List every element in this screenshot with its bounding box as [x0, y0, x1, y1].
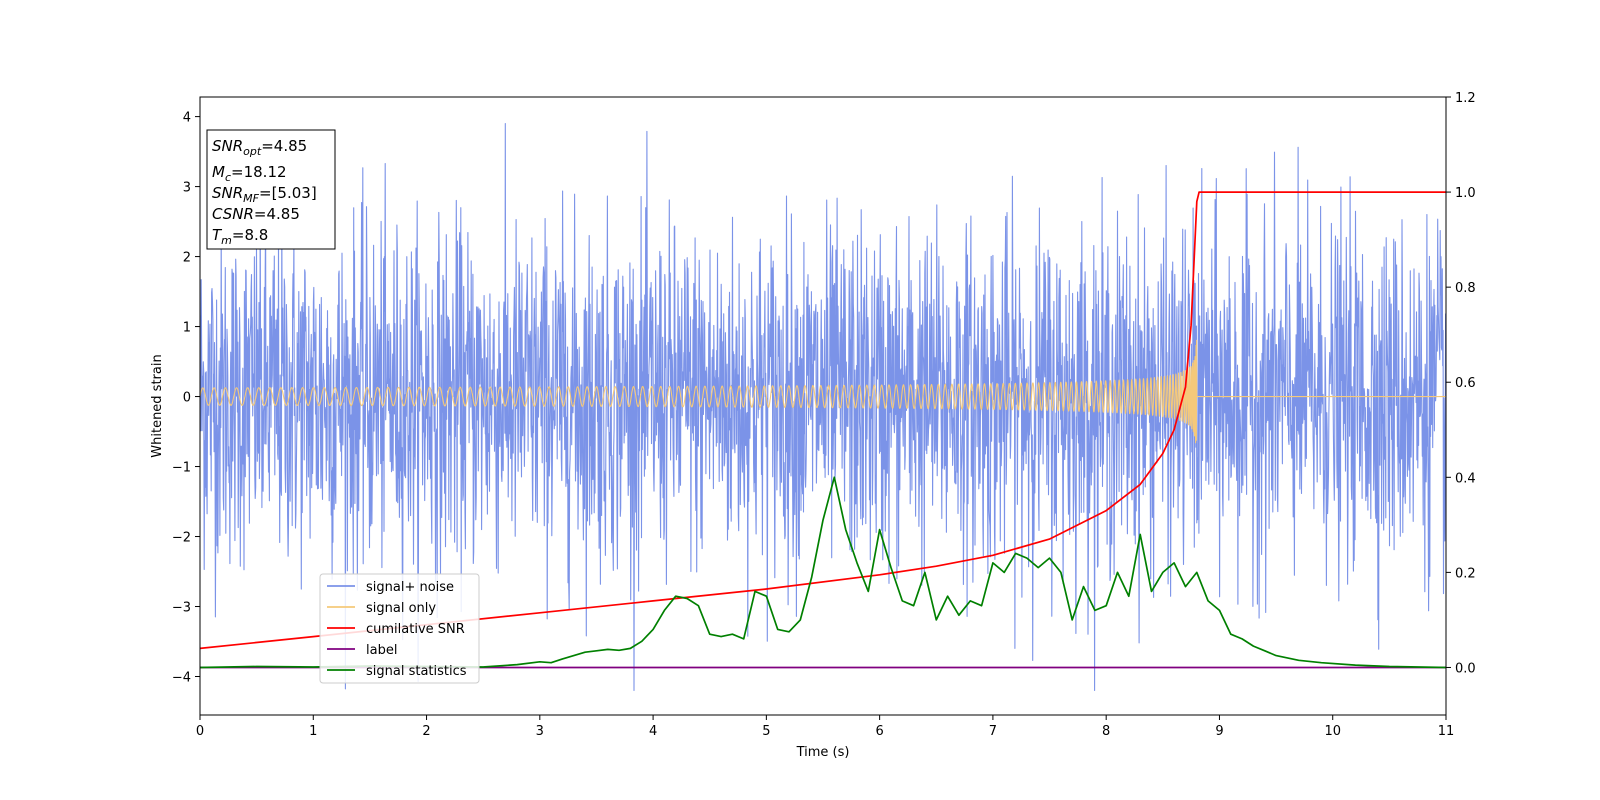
info-subscript: c — [225, 171, 231, 184]
y-right-tick-label: 0.2 — [1455, 566, 1476, 581]
y-right-tick-label: 0.8 — [1455, 281, 1476, 296]
series-cumilative-snr-line — [200, 191, 1446, 650]
x-tick-label: 7 — [989, 724, 997, 739]
legend-label-signal-noise: signal+ noise — [366, 580, 454, 595]
info-value: =4.85 — [254, 205, 300, 223]
y-axis-label: Whitened strain — [150, 354, 165, 457]
legend-frame — [319, 573, 480, 684]
legend-label-label: label — [366, 643, 397, 658]
x-tick-label: 11 — [1438, 724, 1455, 739]
y-left-tick-label: 0 — [183, 391, 191, 406]
x-tick-label: 9 — [1215, 724, 1223, 739]
y-left-tick-label: 4 — [183, 111, 191, 126]
legend-label-cumilative-snr: cumilative SNR — [366, 622, 465, 637]
y-right-tick-label: 0.0 — [1455, 661, 1476, 676]
x-axis-label: Time (s) — [796, 745, 850, 760]
x-tick-label: 8 — [1102, 724, 1110, 739]
y-right-tick-label: 0.4 — [1455, 471, 1476, 486]
info-subscript: MF — [243, 192, 259, 205]
legend: signal+ noise signal only cumilative SNR la… — [319, 573, 480, 684]
y-axis-left: 4 3 2 1 0 −1 −2 −3 −4 — [172, 111, 200, 686]
x-tick-label: 1 — [309, 724, 317, 739]
series-signal-statistics-line — [200, 476, 1446, 669]
y-right-tick-label: 1.0 — [1455, 186, 1476, 201]
y-left-tick-label: 2 — [183, 251, 191, 266]
info-box: SNRopt=4.85Mc=18.12SNRMF=[5.03]CSNR=4.85… — [206, 129, 336, 250]
y-left-tick-label: 3 — [183, 181, 191, 196]
info-variable: SNR — [212, 137, 243, 155]
info-value: =18.12 — [231, 163, 287, 181]
info-line: Mc=18.12 — [212, 163, 287, 184]
x-tick-label: 3 — [536, 724, 544, 739]
y-left-tick-label: 1 — [183, 321, 191, 336]
y-left-tick-label: −4 — [172, 671, 191, 686]
legend-label-signal-only: signal only — [366, 601, 436, 616]
x-tick-label: 4 — [649, 724, 657, 739]
y-right-tick-label: 1.2 — [1455, 91, 1476, 106]
info-variable: M — [212, 163, 225, 181]
x-tick-label: 10 — [1324, 724, 1341, 739]
info-value: =8.8 — [232, 226, 268, 244]
info-value: =4.85 — [261, 137, 307, 155]
info-subscript: opt — [243, 145, 262, 158]
info-value: =[5.03] — [259, 184, 317, 202]
x-tick-label: 5 — [762, 724, 770, 739]
x-tick-label: 0 — [196, 724, 204, 739]
x-tick-label: 6 — [875, 724, 883, 739]
x-axis: 0 1 2 3 4 5 6 7 8 9 10 11 — [196, 715, 1454, 739]
info-line: Tm=8.8 — [212, 226, 268, 247]
legend-label-signal-statistics: signal statistics — [366, 664, 467, 679]
x-tick-label: 2 — [422, 724, 430, 739]
info-line: CSNR=4.85 — [212, 205, 300, 223]
y-axis-right: 1.2 1.0 0.8 0.6 0.4 0.2 0.0 — [1446, 91, 1476, 676]
plot-frame — [199, 96, 1447, 716]
info-line: SNRMF=[5.03] — [212, 184, 317, 205]
info-line: SNRopt=4.85 — [212, 137, 307, 158]
series-signal-only-line — [200, 339, 1446, 444]
info-variable: CSNR — [212, 205, 254, 223]
y-left-tick-label: −2 — [172, 531, 191, 546]
y-left-tick-label: −3 — [172, 601, 191, 616]
info-variable: T — [212, 226, 223, 244]
series-signal-noise-line — [200, 123, 1446, 692]
y-left-tick-label: −1 — [172, 461, 191, 476]
info-variable: SNR — [212, 184, 243, 202]
info-subscript: m — [221, 234, 232, 247]
y-right-tick-label: 0.6 — [1455, 376, 1476, 391]
